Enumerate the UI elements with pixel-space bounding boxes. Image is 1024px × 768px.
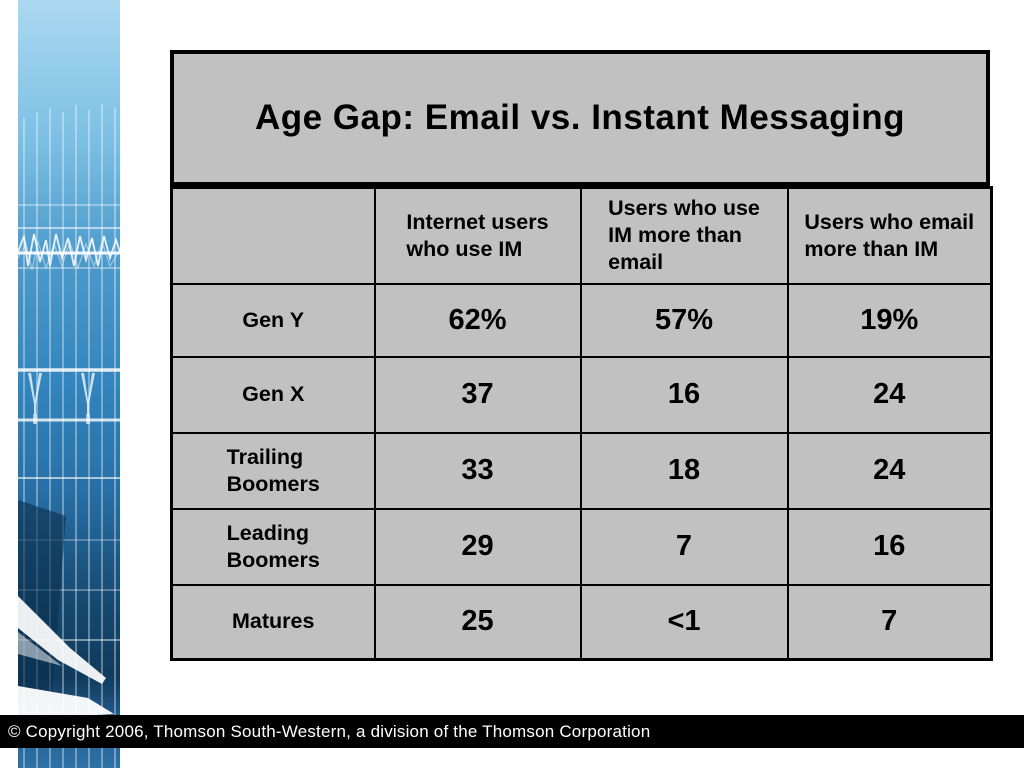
cell-value: 24: [786, 355, 993, 434]
copyright-text: © Copyright 2006, Thomson South-Western,…: [8, 721, 651, 741]
sidebar-graphic: [18, 0, 120, 768]
cell-value: 16: [579, 355, 789, 434]
cell-value: 25: [373, 583, 582, 661]
cell-value: 7: [786, 583, 993, 661]
table-row-gen-y: Gen Y 62% 57% 19%: [170, 282, 993, 358]
cell-value: 33: [373, 431, 582, 510]
row-label: Gen Y: [170, 282, 376, 358]
column-header-im-more-than-email: Users who use IM more than email: [579, 186, 789, 285]
cell-value: 16: [786, 507, 993, 586]
age-gap-table: Internet users who use IM Users who use …: [170, 186, 993, 661]
row-label: Trailing Boomers: [170, 431, 376, 510]
table-corner-cell: [170, 186, 376, 285]
slide-title-box: Age Gap: Email vs. Instant Messaging: [170, 50, 990, 186]
row-label: Matures: [170, 583, 376, 661]
cell-value: 29: [373, 507, 582, 586]
column-header-internet-users: Internet users who use IM: [373, 186, 582, 285]
cell-value: 37: [373, 355, 582, 434]
table-row-matures: Matures 25 <1 7: [170, 583, 993, 661]
cell-value: 7: [579, 507, 789, 586]
row-label: Gen X: [170, 355, 376, 434]
cell-value: 19%: [786, 282, 993, 358]
cell-value: 24: [786, 431, 993, 510]
table-row-trailing-boomers: Trailing Boomers 33 18 24: [170, 431, 993, 510]
slide-title: Age Gap: Email vs. Instant Messaging: [254, 98, 906, 137]
cell-value: 18: [579, 431, 789, 510]
column-header-email-more-than-im: Users who email more than IM: [786, 186, 993, 285]
row-label: Leading Boomers: [170, 507, 376, 586]
chart-artwork-image: [18, 0, 120, 768]
cell-value: 57%: [579, 282, 789, 358]
table-header-row: Internet users who use IM Users who use …: [170, 186, 993, 285]
copyright-bar: © Copyright 2006, Thomson South-Western,…: [0, 715, 1024, 748]
cell-value: <1: [579, 583, 789, 661]
cell-value: 62%: [373, 282, 582, 358]
table-row-leading-boomers: Leading Boomers 29 7 16: [170, 507, 993, 586]
table-row-gen-x: Gen X 37 16 24: [170, 355, 993, 434]
